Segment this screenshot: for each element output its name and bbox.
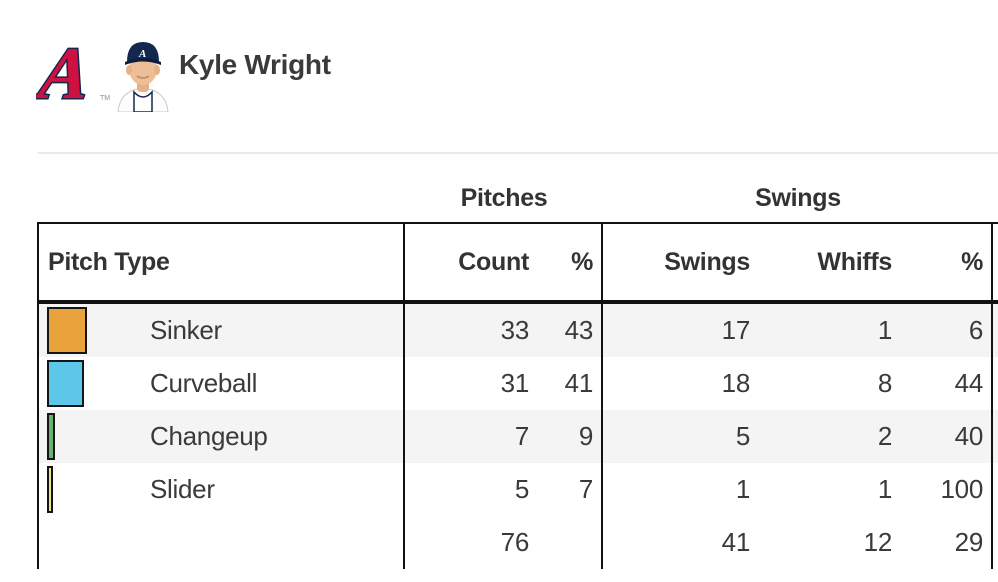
cutoff-cell [993,463,998,516]
count-pct-cell: 43 [537,304,603,357]
table-header-row: Pitch Type Count % Swings Whiffs % [39,224,998,304]
column-header-count-pct[interactable]: % [537,224,603,300]
pitch-type-cell [39,516,405,569]
player-photo: A [110,32,176,112]
column-header-count[interactable]: Count [458,247,529,276]
count-pct-cell: 7 [537,463,603,516]
cutoff-cell [993,516,998,569]
pitch-name: Sinker [150,315,222,345]
count-cell: 33 [500,315,530,345]
whiffs-cell: 1 [877,474,892,504]
swings-cell: 5 [735,421,750,451]
pitch-name: Curveball [150,368,258,398]
swings-cell: 41 [721,527,751,557]
column-header-cutoff [993,224,998,300]
swings-cell: 1 [735,474,750,504]
header-divider [38,152,998,154]
pitch-color-swatch [47,413,55,460]
whiff-pct-cell: 29 [900,516,993,569]
count-pct-cell: 9 [537,410,603,463]
whiffs-cell: 2 [877,421,892,451]
whiffs-cell: 12 [863,527,893,557]
cutoff-cell [993,410,998,463]
svg-text:A: A [138,48,146,60]
pitch-type-cell: Curveball [39,357,405,410]
column-header-whiffs[interactable]: Whiffs [817,247,892,276]
group-header-pitches: Pitches [460,184,548,212]
count-cell: 5 [514,474,529,504]
column-header-swings[interactable]: Swings [664,247,750,276]
group-header-swings: Swings [755,184,841,212]
count-cell: 31 [500,368,530,398]
logo-trademark: TM [100,95,110,102]
cutoff-cell [993,357,998,410]
pitch-stats-table: Pitch Type Count % Swings Whiffs % Sinke… [37,222,998,569]
whiff-pct-cell: 44 [900,357,993,410]
pitch-color-swatch [47,466,53,513]
pitch-color-swatch [47,360,84,407]
whiffs-cell: 1 [877,315,892,345]
braves-logo-icon: A TM [36,34,110,112]
pitch-name: Changeup [150,421,268,451]
swings-cell: 18 [721,368,751,398]
pitch-type-cell: Sinker [39,304,405,357]
page-title-player-name: Kyle Wright [179,49,331,80]
table-totals-row[interactable]: 76 41 12 29 [39,516,998,569]
pitch-color-swatch [47,307,87,354]
whiff-pct-cell: 40 [900,410,993,463]
pitch-type-cell: Changeup [39,410,405,463]
svg-text:A: A [36,34,95,112]
column-header-whiff-pct[interactable]: % [900,224,993,300]
table-row[interactable]: Slider 5 7 1 1 100 [39,463,998,516]
swings-cell: 17 [721,315,751,345]
whiff-pct-cell: 6 [900,304,993,357]
count-pct-cell: 41 [537,357,603,410]
table-row[interactable]: Sinker 33 43 17 1 6 [39,304,998,357]
count-pct-cell [537,516,603,569]
pitch-name: Slider [150,474,215,504]
count-cell: 76 [500,527,530,557]
cutoff-cell [993,304,998,357]
table-row[interactable]: Curveball 31 41 18 8 44 [39,357,998,410]
table-row[interactable]: Changeup 7 9 5 2 40 [39,410,998,463]
whiffs-cell: 8 [877,368,892,398]
pitch-type-cell: Slider [39,463,405,516]
count-cell: 7 [514,421,529,451]
whiff-pct-cell: 100 [900,463,993,516]
column-header-pitch-type[interactable]: Pitch Type [39,224,405,300]
